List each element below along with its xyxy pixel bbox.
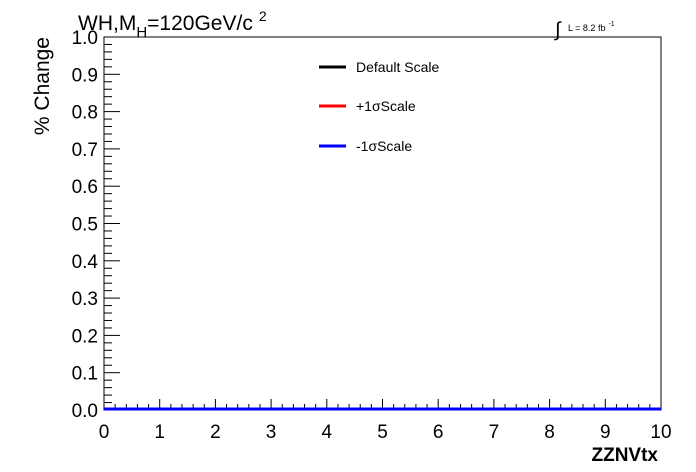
x-tick-label: 4 [322,422,333,443]
chart-title-rest: =120GeV/c [147,12,253,35]
x-tick-label: 8 [544,422,555,443]
plot-frame [103,36,662,411]
x-tick-label: 3 [266,422,277,443]
x-tick-label: 7 [489,422,500,443]
x-tick-label: 2 [210,422,221,443]
x-axis-tick-labels: 0 1 2 3 4 5 6 7 8 9 10 [99,422,672,443]
legend-label: +1σScale [356,98,416,114]
x-tick-label: 9 [600,422,611,443]
y-axis-tick-labels: 0.0 0.1 0.2 0.3 0.4 0.5 0.6 0.7 0.8 0.9 1.0 [72,28,99,422]
chart-title: WH,MH=120GeV/c 2 [78,8,267,41]
x-axis-title: ZZNVtx [592,445,659,466]
legend: Default Scale +1σScale -1σScale [319,59,439,154]
chart-title-superscript: 2 [259,8,267,24]
chart-title-subscript: H [136,24,147,41]
y-tick-label: 0.9 [72,65,98,86]
y-tick-label: 0.3 [72,289,98,310]
y-axis-title: % Change [31,37,54,135]
legend-label: -1σScale [356,138,412,154]
y-tick-label: 0.5 [72,215,98,236]
x-tick-label: 10 [650,422,671,443]
x-tick-label: 0 [99,422,110,443]
legend-label: Default Scale [356,59,439,75]
x-tick-label: 6 [433,422,444,443]
x-tick-label: 5 [377,422,388,443]
y-tick-label: 0.1 [72,364,98,385]
y-tick-label: 0.2 [72,326,98,347]
y-tick-label: 0.8 [72,103,98,124]
lumi-integral-sign: ∫ [554,19,562,41]
y-tick-label: 0.4 [72,252,99,273]
lumi-label: L = 8.2 fb -1 [568,21,615,33]
lumi-label-text: L = 8.2 fb [568,23,605,33]
x-tick-label: 1 [154,422,165,443]
y-axis-ticks [104,36,120,411]
y-tick-label: 0.7 [72,140,98,161]
lumi-label-superscript: -1 [608,21,614,28]
y-tick-label: 1.0 [72,28,98,49]
y-tick-label: 0.0 [72,401,98,422]
chart-title-main: WH,M [78,12,136,35]
y-tick-label: 0.6 [72,177,98,198]
